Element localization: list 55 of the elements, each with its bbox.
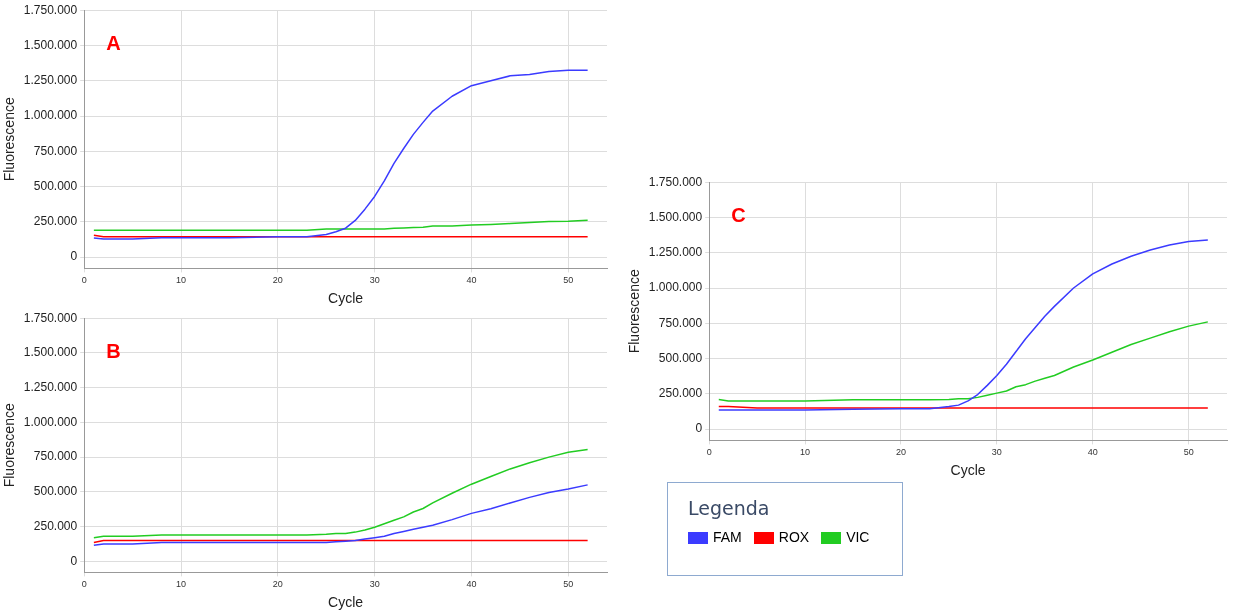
annotation: A [106, 31, 121, 54]
y-axis-title: Fluorescence [626, 269, 643, 354]
y-tick-label: 1.500.000 [23, 345, 78, 360]
x-tick-label: 20 [895, 447, 906, 458]
x-tick-label: 0 [81, 579, 87, 590]
y-tick-label: 750.000 [33, 143, 78, 158]
y-tick-label: 500.000 [33, 484, 78, 499]
x-tick-label: 10 [800, 447, 811, 458]
y-tick-label: 1.000.000 [23, 414, 78, 429]
y-tick-label: 500.000 [33, 178, 78, 193]
x-tick-label: 30 [369, 579, 380, 590]
legend-label: VIC [845, 529, 870, 545]
x-tick-label: 0 [81, 275, 87, 286]
annotation: C [731, 203, 746, 226]
y-tick-label: 1.250.000 [23, 73, 78, 88]
y-tick-label: 1.000.000 [23, 108, 78, 123]
y-tick-label: 750.000 [33, 449, 78, 464]
x-tick-label: 20 [272, 579, 283, 590]
x-tick-label: 50 [563, 579, 574, 590]
y-tick-label: 0 [70, 249, 78, 264]
x-tick-label: 40 [466, 579, 477, 590]
x-tick-label: 40 [1087, 447, 1098, 458]
y-tick-label: 1.250.000 [23, 379, 78, 394]
y-tick-label: 250.000 [33, 214, 78, 229]
y-tick-label: 1.000.000 [648, 280, 703, 295]
y-tick-label: 250.000 [33, 518, 78, 533]
x-tick-label: 10 [175, 275, 187, 286]
y-tick-label: 1.500.000 [648, 209, 703, 224]
x-tick-label: 30 [991, 447, 1002, 458]
annotation: B [106, 339, 121, 362]
legend-label: FAM [712, 529, 742, 545]
x-tick-label: 50 [1183, 447, 1194, 458]
x-tick-label: 30 [369, 275, 380, 286]
x-tick-label: 10 [175, 579, 187, 590]
x-tick-label: 20 [272, 275, 283, 286]
y-tick-label: 750.000 [658, 315, 703, 330]
y-tick-label: 1.750.000 [23, 2, 78, 17]
y-tick-label: 1.750.000 [648, 174, 703, 189]
legend-title: Legenda [688, 497, 771, 519]
y-tick-label: 0 [70, 553, 78, 568]
x-axis-title: Cycle [328, 290, 364, 307]
y-axis-title: Fluorescence [1, 403, 18, 488]
y-tick-label: 500.000 [658, 350, 703, 365]
y-tick-label: 0 [695, 421, 703, 436]
x-tick-label: 50 [563, 275, 574, 286]
y-tick-label: 250.000 [658, 386, 703, 401]
x-axis-title: Cycle [950, 462, 986, 479]
x-axis-title: Cycle [328, 594, 364, 611]
y-tick-label: 1.500.000 [23, 37, 78, 52]
y-tick-label: 1.250.000 [648, 245, 703, 260]
x-tick-label: 0 [706, 447, 712, 458]
y-tick-label: 1.750.000 [23, 310, 78, 325]
y-axis-title: Fluorescence [1, 97, 18, 182]
legend-label: ROX [777, 529, 810, 545]
x-tick-label: 40 [466, 275, 477, 286]
